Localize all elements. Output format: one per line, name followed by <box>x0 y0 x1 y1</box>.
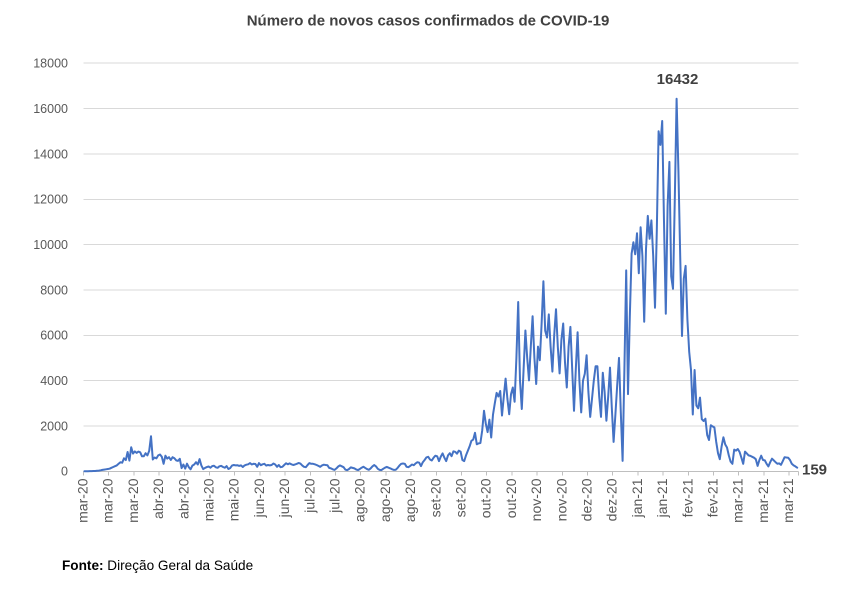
svg-text:jun-20: jun-20 <box>276 478 292 518</box>
svg-text:jan-21: jan-21 <box>629 478 645 518</box>
svg-text:out-20: out-20 <box>503 478 519 518</box>
svg-text:abr-20: abr-20 <box>175 478 191 519</box>
svg-text:4000: 4000 <box>40 374 68 388</box>
svg-text:14000: 14000 <box>33 147 68 161</box>
svg-text:jun-20: jun-20 <box>251 478 267 518</box>
svg-text:jul-20: jul-20 <box>301 478 317 513</box>
svg-text:mar-20: mar-20 <box>75 478 91 523</box>
svg-text:jul-20: jul-20 <box>327 478 343 513</box>
svg-text:fev-21: fev-21 <box>679 478 695 517</box>
svg-text:Número de novos casos confirma: Número de novos casos confirmados de COV… <box>247 13 610 30</box>
svg-text:mar-21: mar-21 <box>755 478 771 523</box>
svg-text:mai-20: mai-20 <box>226 478 242 521</box>
svg-text:mar-21: mar-21 <box>780 478 796 523</box>
svg-text:mai-20: mai-20 <box>201 478 217 521</box>
svg-text:2000: 2000 <box>40 419 68 433</box>
svg-text:nov-20: nov-20 <box>553 478 569 521</box>
svg-text:jan-21: jan-21 <box>654 478 670 518</box>
svg-text:mar-21: mar-21 <box>730 478 746 523</box>
svg-text:ago-20: ago-20 <box>377 478 393 522</box>
svg-text:16000: 16000 <box>33 102 68 116</box>
svg-text:12000: 12000 <box>33 193 68 207</box>
svg-text:16432: 16432 <box>657 71 699 88</box>
svg-text:fev-21: fev-21 <box>705 478 721 517</box>
svg-text:6000: 6000 <box>40 329 68 343</box>
svg-text:ago-20: ago-20 <box>402 478 418 522</box>
svg-text:10000: 10000 <box>33 238 68 252</box>
svg-text:abr-20: abr-20 <box>150 478 166 519</box>
svg-text:set-20: set-20 <box>453 478 469 517</box>
svg-text:dez-20: dez-20 <box>579 478 595 521</box>
svg-text:ago-20: ago-20 <box>352 478 368 522</box>
svg-text:0: 0 <box>61 465 68 479</box>
svg-text:set-20: set-20 <box>427 478 443 517</box>
svg-text:18000: 18000 <box>33 57 68 71</box>
svg-text:159: 159 <box>802 462 827 479</box>
svg-text:mar-20: mar-20 <box>125 478 141 523</box>
svg-text:8000: 8000 <box>40 283 68 297</box>
svg-text:Fonte: Direção Geral da Saúde: Fonte: Direção Geral da Saúde <box>62 558 253 573</box>
svg-text:dez-20: dez-20 <box>604 478 620 521</box>
svg-text:mar-20: mar-20 <box>100 478 116 523</box>
svg-text:out-20: out-20 <box>478 478 494 518</box>
svg-text:nov-20: nov-20 <box>528 478 544 521</box>
